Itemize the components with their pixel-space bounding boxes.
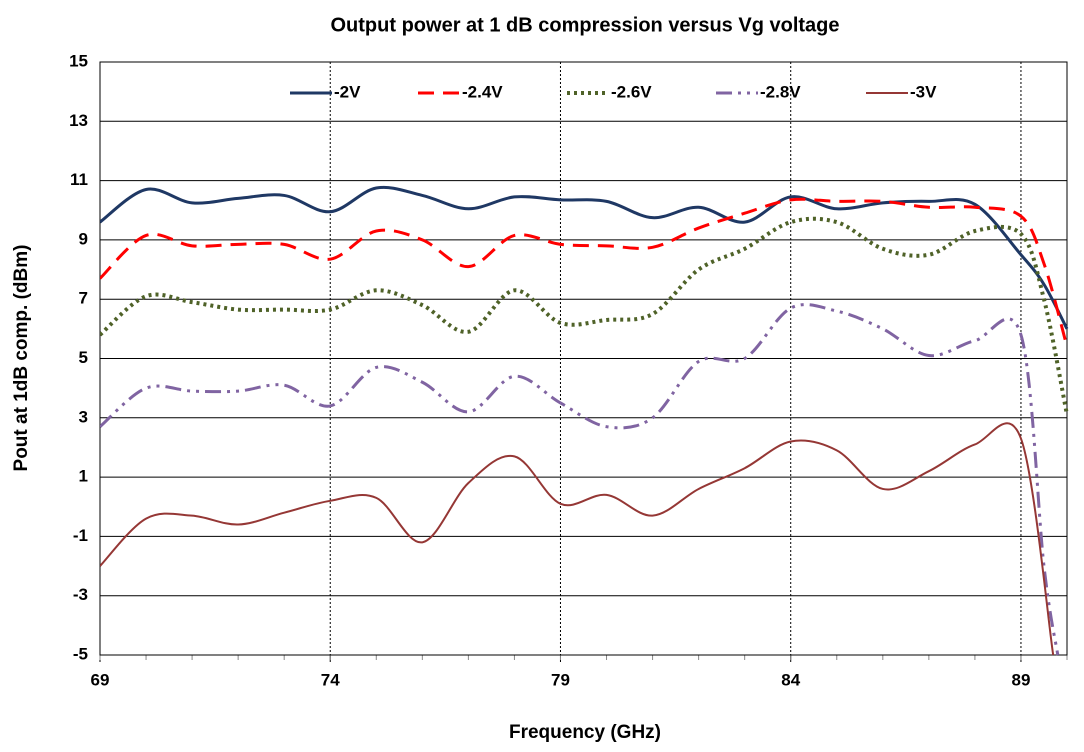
x-tick-label: 89 (1011, 670, 1030, 689)
y-tick-label: 9 (79, 229, 88, 248)
x-tick-label: 79 (551, 670, 570, 689)
y-tick-label: 5 (79, 348, 88, 367)
y-tick-label: 3 (79, 407, 88, 426)
x-tick-label: 74 (321, 670, 340, 689)
series-line (100, 185, 1069, 330)
y-tick-label: 1 (79, 467, 88, 486)
chart-title: Output power at 1 dB compression versus … (331, 14, 840, 36)
legend-label: -2V (334, 82, 361, 101)
y-tick-label: -1 (73, 526, 88, 545)
legend-label: -3V (910, 82, 937, 101)
plot-frame (99, 61, 1068, 656)
y-tick-label: 11 (70, 170, 88, 189)
x-tick-label: 84 (781, 670, 800, 689)
legend-label: -2.4V (462, 82, 503, 101)
series-line (100, 303, 1060, 656)
legend-label: -2.8V (760, 82, 801, 101)
x-tick-label: 69 (91, 670, 110, 689)
y-tick-label: 13 (69, 111, 88, 130)
y-tick-label: 7 (79, 289, 88, 308)
x-axis-label: Frequency (GHz) (509, 722, 661, 743)
series-line (100, 197, 1069, 348)
y-axis-label: Pout at 1dB comp. (dBm) (11, 245, 32, 472)
series-line (100, 422, 1055, 656)
y-tick-label: 15 (69, 51, 88, 70)
series-line (100, 216, 1069, 416)
legend-label: -2.6V (611, 82, 652, 101)
y-tick-label: -5 (73, 644, 88, 663)
y-tick-label: -3 (73, 585, 88, 604)
